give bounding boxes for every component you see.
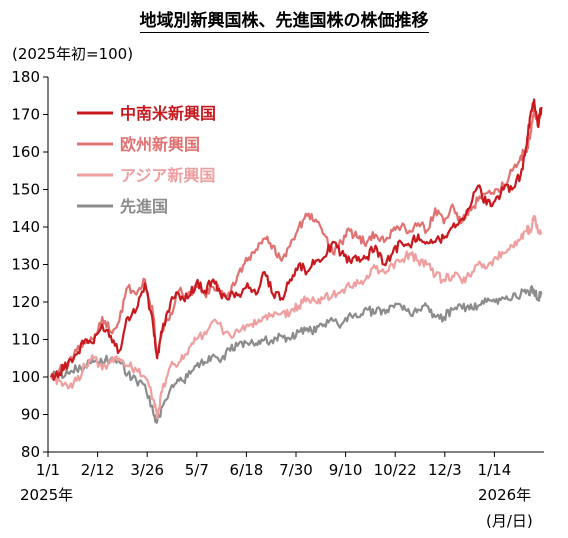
y-unit-label: (2025年初=100) [12, 45, 134, 63]
legend-label-2: アジア新興国 [120, 166, 215, 185]
x-tick-label: 1/14 [478, 461, 512, 479]
series-line-2 [50, 214, 543, 420]
y-tick-label: 90 [21, 406, 40, 424]
legend-label-3: 先進国 [120, 197, 168, 216]
y-tick-label: 80 [21, 443, 40, 461]
x-year-start-label: 2025年 [20, 486, 74, 504]
x-tick-label: 12/3 [428, 461, 462, 479]
series-line-0 [50, 98, 543, 381]
x-year-end-label: 2026年 [478, 486, 532, 504]
y-tick-label: 170 [11, 106, 40, 124]
chart-title: 地域別新興国株、先進国株の株価推移 [139, 11, 429, 33]
x-tick-label: 5/7 [185, 461, 209, 479]
series-lines [50, 98, 543, 424]
y-tick-label: 160 [11, 143, 40, 161]
y-tick-label: 100 [11, 368, 40, 386]
y-tick-label: 140 [11, 218, 40, 236]
x-tick-label: 2/12 [81, 461, 115, 479]
series-line-3 [50, 285, 543, 424]
axes: 80 90 100 110 120 130 140 150 160 170 180 1/1 2/12 3/… [11, 68, 544, 479]
y-tick-label: 180 [11, 68, 40, 86]
series-line-1 [50, 104, 543, 378]
y-tick-label: 130 [11, 256, 40, 274]
x-tick-label: 7/30 [279, 461, 313, 479]
x-unit-label: (月/日) [486, 512, 533, 530]
x-tick-label: 10/22 [374, 461, 417, 479]
x-tick-label: 3/26 [130, 461, 164, 479]
x-tick-label: 9/10 [329, 461, 363, 479]
y-tick-label: 110 [11, 331, 40, 349]
x-tick-label: 1/1 [36, 461, 60, 479]
y-tick-label: 150 [11, 181, 40, 199]
legend-label-0: 中南米新興国 [120, 104, 216, 123]
y-tick-label: 120 [11, 293, 40, 311]
legend-label-1: 欧州新興国 [120, 135, 200, 154]
x-tick-label: 6/18 [230, 461, 264, 479]
